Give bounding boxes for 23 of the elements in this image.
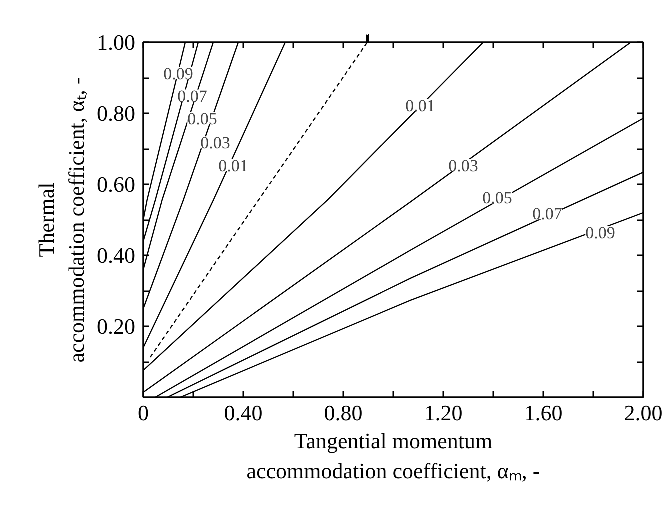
y-tick-label: 0.60 [97, 172, 136, 197]
y-tick-label: 1.00 [97, 30, 136, 55]
x-tick-label: 0 [138, 400, 149, 426]
annotation: 0.07 [532, 204, 563, 224]
annotation: 0.09 [164, 64, 194, 84]
annotation: 0.09 [586, 223, 616, 242]
annotation: 0.07 [178, 86, 208, 106]
x-tick-label: 1.20 [424, 400, 463, 426]
y-axis-title: Thermal accommodation coefficient, αₜ, - [34, 77, 89, 363]
y-tick-label: 0.80 [97, 101, 136, 126]
x-axis-title: Tangential momentum accommodation coefficient, αₘ, - [246, 428, 540, 484]
x-tick-label: 0.80 [324, 400, 363, 426]
x-tick-label: 2.00 [624, 400, 663, 426]
annotation: 0.03 [200, 134, 230, 153]
annotation: 0.01 [218, 156, 248, 176]
annotation: 0.05 [482, 188, 512, 208]
annotation: 0.05 [188, 109, 218, 128]
x-tick-label: 1.60 [524, 400, 563, 426]
annotation: 0.03 [448, 156, 478, 176]
y-tick-label: 0.40 [97, 243, 136, 268]
annotation: 0.01 [406, 96, 436, 116]
x-tick-label: 0.40 [224, 400, 263, 426]
y-tick-label: 0.20 [97, 314, 136, 339]
